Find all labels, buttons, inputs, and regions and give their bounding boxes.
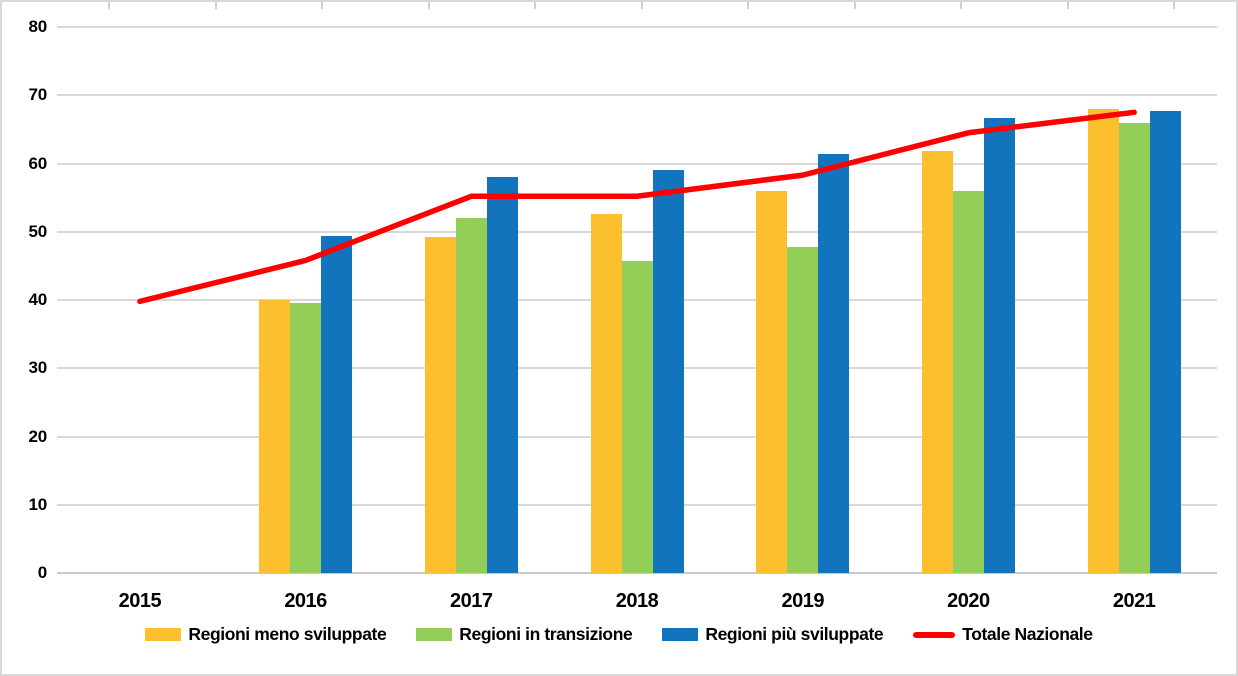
legend: Regioni meno sviluppate Regioni in transi… bbox=[2, 624, 1236, 645]
bar bbox=[652, 169, 684, 573]
bar bbox=[1149, 110, 1181, 573]
top-edge-tick bbox=[214, 2, 217, 9]
bar bbox=[621, 261, 653, 573]
legend-color-swatch bbox=[145, 628, 182, 641]
bar bbox=[590, 214, 622, 573]
gridline bbox=[57, 94, 1217, 97]
bar bbox=[1118, 122, 1150, 573]
bar bbox=[921, 151, 953, 573]
x-axis-tick-label: 2020 bbox=[947, 590, 990, 612]
x-axis-line bbox=[57, 572, 1217, 574]
top-edge-tick bbox=[1066, 2, 1069, 9]
x-axis-tick-label: 2016 bbox=[284, 590, 327, 612]
bar bbox=[818, 153, 850, 573]
legend-label: Regioni meno sviluppate bbox=[188, 624, 387, 644]
y-axis-tick-label: 80 bbox=[28, 17, 47, 36]
legend-color-swatch bbox=[662, 628, 699, 641]
legend-label: Regioni più sviluppate bbox=[705, 624, 884, 644]
top-edge-tick bbox=[1173, 2, 1175, 9]
legend-item: Regioni più sviluppate bbox=[662, 624, 884, 645]
top-edge-tick bbox=[534, 2, 536, 9]
legend-item: Totale Nazionale bbox=[913, 624, 1093, 645]
y-axis-tick-label: 20 bbox=[28, 426, 47, 446]
bar bbox=[290, 302, 322, 573]
legend-item: Regioni in transizione bbox=[416, 624, 633, 645]
top-edge-tick bbox=[640, 2, 643, 9]
top-edge-tick bbox=[960, 2, 962, 9]
legend-item: Regioni meno sviluppate bbox=[145, 624, 387, 645]
y-axis-tick-label: 30 bbox=[28, 358, 47, 378]
bar bbox=[787, 247, 819, 573]
bar bbox=[455, 218, 487, 573]
y-axis-tick-label: 70 bbox=[28, 85, 47, 105]
y-axis-tick-label: 50 bbox=[28, 221, 47, 241]
gridline bbox=[57, 230, 1217, 233]
x-axis-tick-label: 2015 bbox=[118, 590, 162, 612]
y-axis-tick-label: 10 bbox=[28, 494, 47, 514]
bar bbox=[486, 177, 518, 573]
bar bbox=[321, 235, 353, 573]
bar bbox=[1087, 108, 1119, 573]
bar bbox=[952, 191, 984, 573]
y-axis-tick-label: 0 bbox=[37, 563, 47, 582]
top-edge-tick bbox=[747, 2, 749, 9]
legend-label: Totale Nazionale bbox=[962, 624, 1093, 644]
x-axis-tick-label: 2017 bbox=[450, 590, 493, 612]
legend-color-swatch bbox=[416, 628, 453, 641]
legend-label: Regioni in transizione bbox=[459, 624, 633, 644]
x-axis-tick-label: 2021 bbox=[1112, 590, 1156, 612]
y-axis-tick-label: 40 bbox=[28, 290, 47, 309]
bar bbox=[983, 118, 1015, 573]
top-edge-tick bbox=[427, 2, 430, 9]
x-axis-tick-label: 2018 bbox=[615, 590, 659, 612]
bar bbox=[756, 191, 788, 573]
top-edge-tick bbox=[108, 2, 110, 9]
top-edge-tick bbox=[321, 2, 323, 9]
bar bbox=[259, 300, 291, 573]
gridline bbox=[57, 26, 1217, 28]
gridline bbox=[57, 162, 1217, 165]
x-axis-tick-label: 2019 bbox=[781, 590, 824, 612]
bar bbox=[424, 236, 456, 573]
legend-line-swatch bbox=[913, 631, 956, 638]
y-axis-tick-label: 60 bbox=[28, 153, 47, 173]
top-edge-tick bbox=[853, 2, 856, 9]
